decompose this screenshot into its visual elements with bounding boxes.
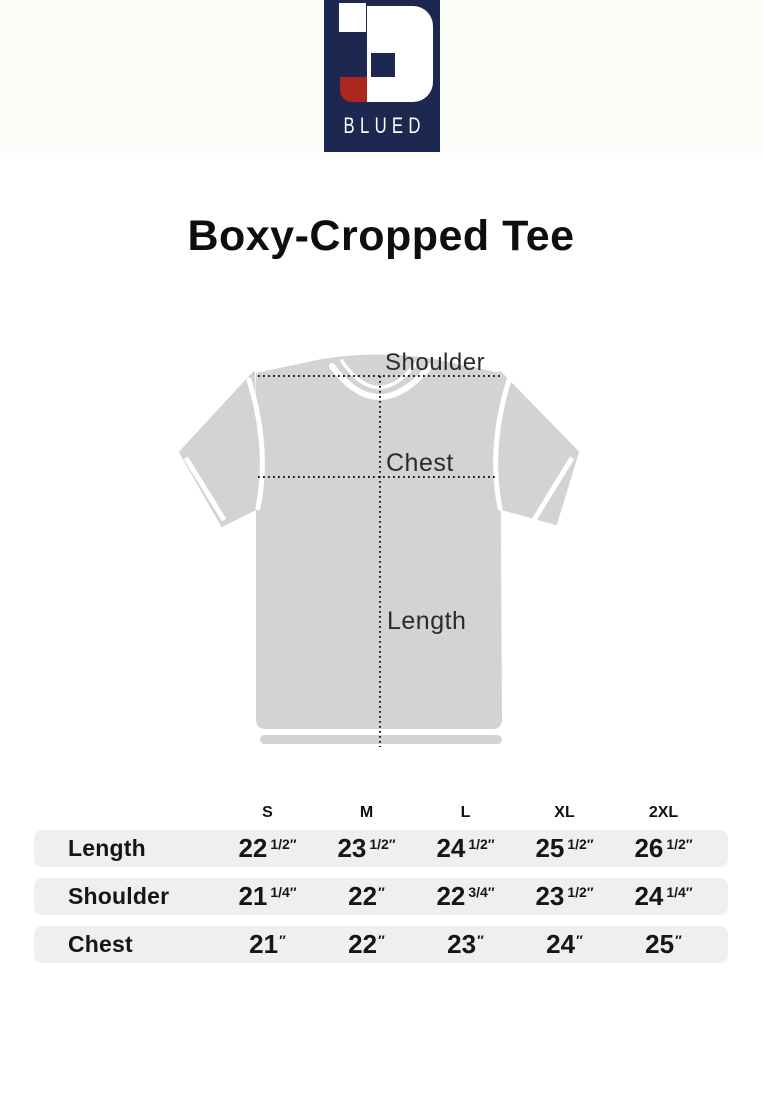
column-header: S	[262, 804, 273, 821]
row-label: Shoulder	[68, 883, 170, 909]
size-chart: S M L XL 2XL Length 22 1/2″ 23 1/2″ 24 1/2″ 25 1/2″ 2…	[34, 800, 728, 974]
size-value: 24 1/4″	[634, 881, 693, 911]
column-header: 2XL	[648, 804, 679, 821]
size-value: 22 1/2″	[238, 833, 297, 863]
size-value: 21″	[249, 929, 286, 959]
size-value: 26 1/2″	[634, 833, 693, 863]
size-value: 22″	[348, 929, 385, 959]
row-label: Length	[68, 835, 146, 861]
blued-logo-mark-icon	[324, 0, 440, 152]
row-label: Chest	[68, 931, 133, 957]
size-chart-header: S M L XL 2XL	[34, 800, 728, 826]
column-header: M	[359, 804, 374, 821]
chest-measure-label: Chest	[386, 449, 454, 477]
size-chart-body: Length 22 1/2″ 23 1/2″ 24 1/2″ 25 1/2″ 26 1/2″ Shou…	[34, 830, 728, 963]
size-row: Chest 21″ 22″ 23″ 24″ 25″	[34, 926, 728, 963]
size-value: 23″	[447, 929, 484, 959]
size-row: Length 22 1/2″ 23 1/2″ 24 1/2″ 25 1/2″ 26 1/2″	[34, 830, 728, 867]
size-value: 23 1/2″	[337, 833, 396, 863]
size-value: 22″	[348, 881, 385, 911]
blued-wordmark: BLUED	[343, 114, 426, 139]
size-value: 21 1/4″	[238, 881, 297, 911]
page-title: Boxy-Cropped Tee	[187, 212, 575, 260]
blued-logo: BLUED	[324, 0, 440, 152]
tshirt-diagram	[179, 354, 579, 747]
size-value: 22 3/4″	[436, 881, 495, 911]
length-measure-label: Length	[387, 607, 467, 635]
column-header: L	[460, 804, 471, 821]
size-value: 23 1/2″	[535, 881, 594, 911]
size-value: 25″	[645, 929, 682, 959]
shoulder-measure-label: Shoulder	[385, 349, 486, 376]
size-value: 25 1/2″	[535, 833, 594, 863]
size-value: 24 1/2″	[436, 833, 495, 863]
column-header: XL	[554, 804, 575, 821]
size-value: 24″	[546, 929, 583, 959]
size-row: Shoulder 21 1/4″ 22″ 22 3/4″ 23 1/2″ 24 1/4″	[34, 878, 728, 915]
